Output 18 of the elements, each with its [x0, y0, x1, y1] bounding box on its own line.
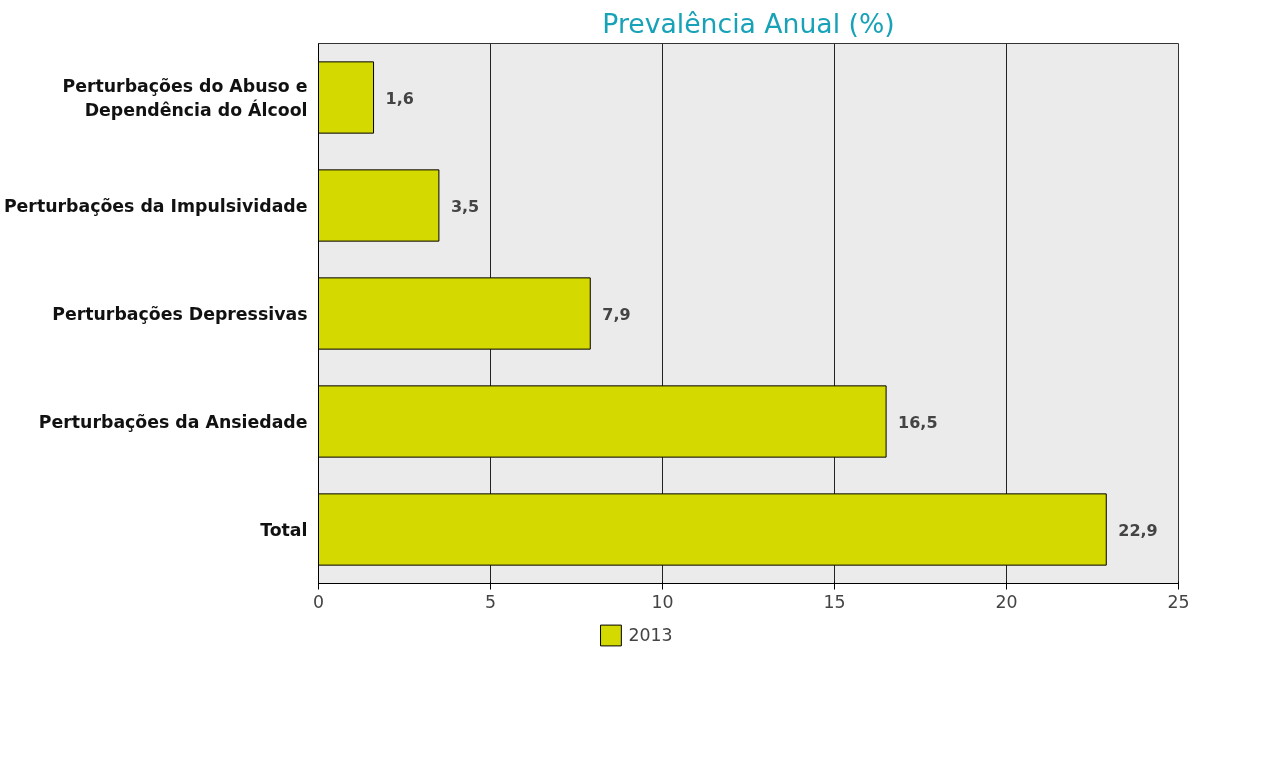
y-tick-label: Total	[260, 519, 308, 540]
x-tick-label: 20	[995, 591, 1018, 612]
y-tick-label: Perturbações do Abuso e Dependência do Álcool	[62, 75, 308, 120]
y-tick-label: Perturbações da Ansiedade	[38, 411, 308, 432]
text: 3,5	[450, 196, 480, 216]
x-tick-label: 25	[1167, 591, 1190, 612]
text: 7,9	[602, 304, 631, 324]
x-tick-label: 10	[651, 591, 674, 612]
legend-label: 2013	[628, 625, 673, 645]
x-tick-label: 5	[484, 591, 497, 612]
chart-title: Prevalência Anual (%)	[602, 7, 895, 39]
x-tick-label: 15	[823, 591, 846, 612]
text: 1,6	[385, 88, 414, 108]
x-tick-label: 0	[312, 591, 325, 612]
text: 22,9	[1118, 520, 1158, 540]
y-tick-label: Perturbações Depressivas	[52, 303, 308, 324]
y-tick-label: Perturbações da Impulsividade	[3, 195, 308, 216]
text: 16,5	[898, 412, 938, 432]
